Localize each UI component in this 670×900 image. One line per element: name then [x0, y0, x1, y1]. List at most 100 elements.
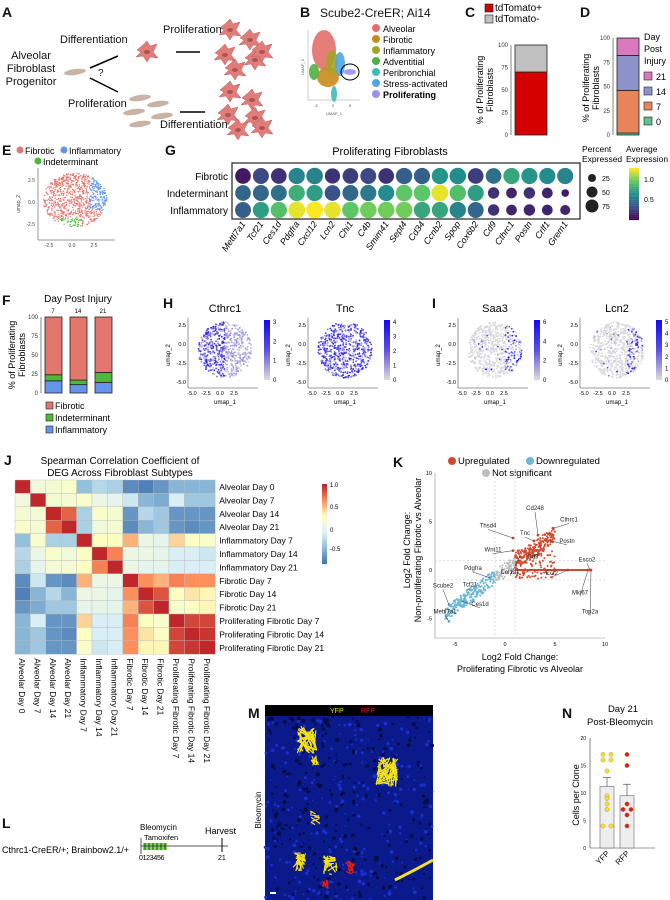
cell-point — [633, 370, 636, 372]
nucleus — [232, 68, 238, 72]
cell-point — [592, 347, 595, 350]
cell-point — [207, 350, 210, 353]
cell-point — [353, 373, 356, 376]
cell-point — [333, 332, 335, 334]
x-tick: -5.0 — [579, 391, 588, 397]
colorbar-segment — [656, 368, 662, 371]
cell-point — [351, 375, 354, 377]
cell-point — [477, 346, 479, 349]
cell-point — [344, 365, 347, 368]
cell-point — [328, 345, 331, 348]
cell-point — [501, 323, 504, 326]
cell-point — [605, 333, 608, 336]
cell-point — [349, 368, 352, 371]
cell-point — [219, 330, 222, 333]
cell-point — [499, 363, 502, 366]
cell-point — [516, 352, 519, 355]
cell-point — [351, 352, 354, 354]
cell-point — [478, 328, 481, 331]
cell-point — [95, 185, 97, 188]
cell-point — [87, 192, 89, 194]
cell-point — [469, 347, 472, 349]
dot-cox6b2 — [467, 168, 484, 184]
cell-point — [67, 218, 69, 220]
harvest-label: Harvest — [205, 826, 237, 836]
cell-point — [199, 358, 202, 361]
cell-point — [641, 357, 644, 360]
cell-point — [73, 219, 76, 221]
cell-point — [611, 376, 614, 378]
cell-point — [93, 220, 96, 222]
cell-point — [96, 214, 99, 217]
cell-point — [57, 201, 59, 204]
cell-point — [333, 358, 336, 361]
cell-point — [492, 324, 495, 326]
cell-point — [596, 354, 599, 357]
heatmap-cell — [107, 573, 124, 588]
dot-spop — [449, 184, 466, 202]
gene-point-ect2 — [566, 568, 570, 572]
cell-point — [626, 332, 628, 334]
cell-point — [493, 343, 496, 346]
cell-point — [337, 374, 340, 377]
cell-point — [246, 352, 249, 355]
cell-point — [225, 345, 228, 348]
cell-point — [597, 339, 600, 341]
cell-point — [502, 341, 504, 344]
cell-point — [353, 356, 356, 359]
gene-point — [540, 552, 543, 555]
bleomycin-label: Bleomycin — [140, 823, 177, 832]
cell-point — [348, 349, 351, 351]
heatmap-cell — [168, 519, 185, 534]
colorbar-segment — [629, 170, 639, 172]
y-tick: -5.0 — [569, 380, 578, 386]
cell-point — [486, 355, 489, 358]
cell-point — [53, 215, 56, 218]
cell-point — [481, 363, 483, 366]
nucleus-dot — [388, 808, 392, 812]
cell-point — [59, 216, 61, 218]
cell-point — [97, 215, 100, 218]
nucleus-dot — [404, 840, 409, 844]
cell-point — [620, 362, 623, 365]
cell-point — [218, 353, 221, 356]
cell-point — [492, 361, 495, 364]
cell-point — [91, 199, 94, 202]
colorbar-segment — [656, 364, 662, 367]
cell-point — [91, 211, 93, 214]
cell-point — [95, 206, 98, 208]
y-tick: 100 — [498, 43, 509, 49]
cell-point — [333, 339, 335, 342]
gene-point — [543, 567, 546, 570]
row-label: Inflammatory — [170, 206, 228, 217]
differentiated-cell — [250, 116, 274, 139]
cell-point — [478, 355, 481, 358]
cell-point — [516, 359, 519, 362]
cell-point — [603, 343, 606, 346]
cell-point — [503, 344, 505, 347]
colorbar-segment — [264, 328, 270, 331]
cell-point — [354, 348, 357, 350]
nucleus-dot — [344, 812, 347, 815]
cell-point — [637, 346, 640, 348]
cell-point — [519, 347, 521, 350]
cell-point — [217, 341, 220, 344]
cell-point — [518, 339, 521, 342]
gene-point — [516, 571, 519, 574]
cell-point — [370, 351, 372, 354]
cell-point — [613, 350, 616, 353]
cell-point — [614, 336, 617, 339]
cell-point — [489, 325, 492, 328]
cell-point — [340, 371, 342, 374]
gene-point — [536, 549, 539, 552]
cell-point — [73, 190, 76, 193]
cell-point — [46, 199, 48, 201]
cell-point — [66, 209, 68, 212]
cell-point — [51, 214, 53, 217]
cell-point — [92, 191, 94, 193]
nucleus-dot — [386, 840, 389, 843]
cell-point — [359, 343, 362, 346]
cell-point — [327, 363, 329, 366]
colorbar-segment — [629, 171, 639, 174]
